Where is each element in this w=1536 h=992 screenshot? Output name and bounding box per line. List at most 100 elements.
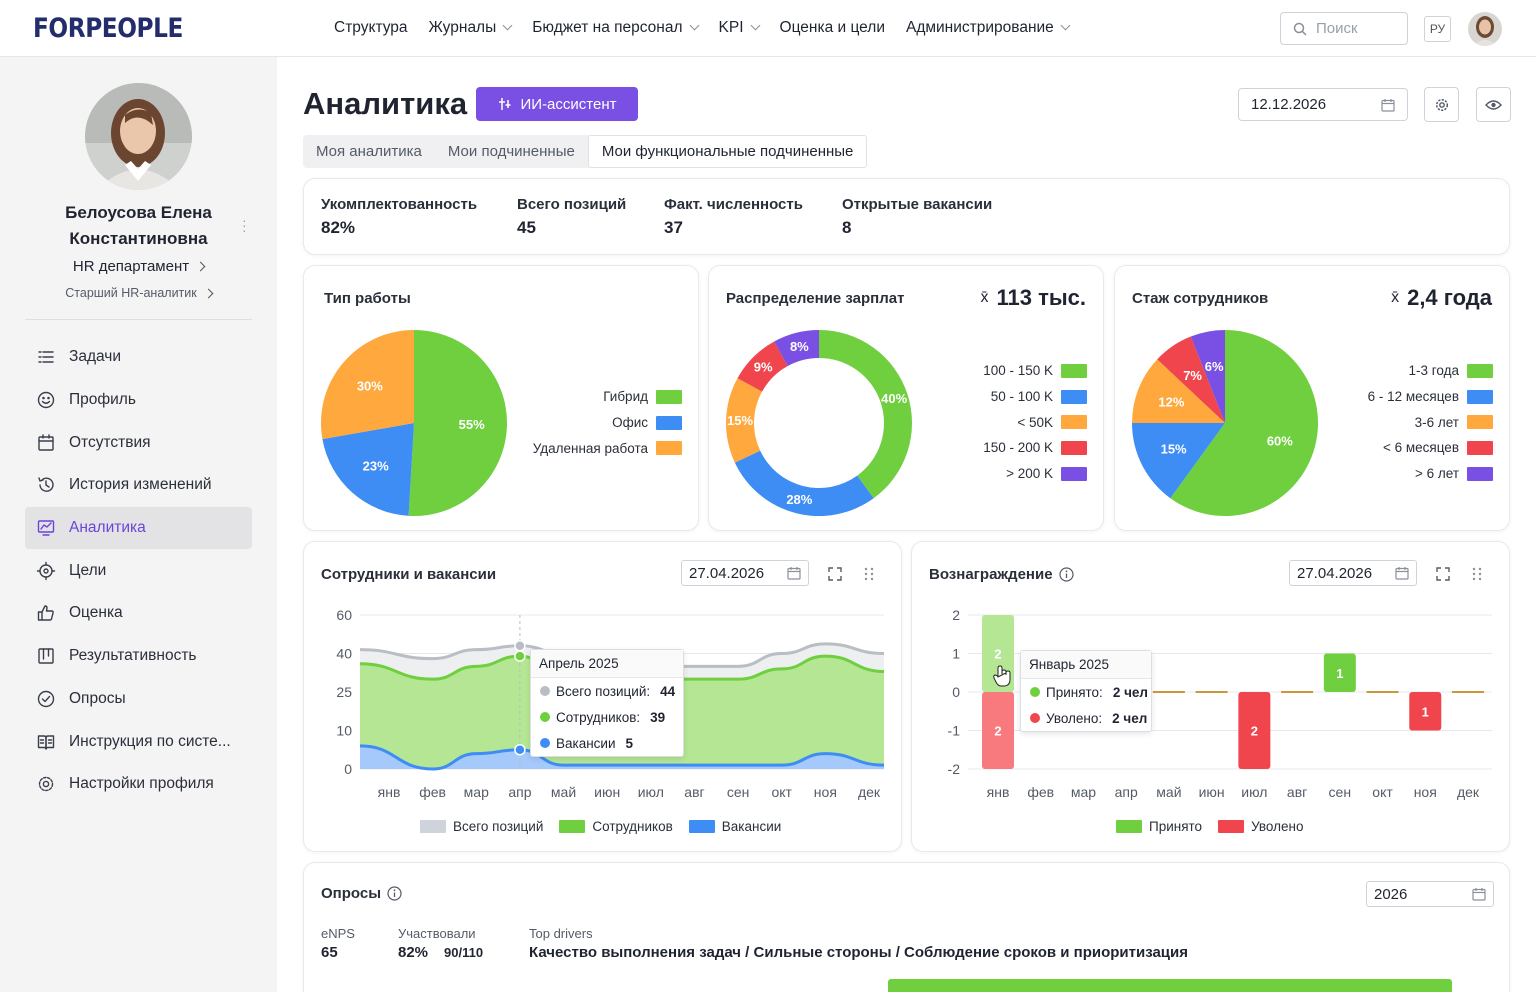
pie-slice[interactable] (1157, 336, 1225, 423)
nav-item[interactable]: Администрирование (906, 19, 1071, 37)
legend-swatch (1061, 415, 1087, 430)
legend-item[interactable]: Принято (1116, 819, 1202, 834)
pie-slice[interactable] (726, 378, 763, 463)
pie-slice[interactable] (734, 450, 874, 516)
chevron-down-icon (689, 20, 699, 31)
user-avatar[interactable] (1468, 12, 1502, 46)
legend-item[interactable]: < 50K (983, 409, 1087, 435)
tooltip-row: Уволено: 2 чел (1021, 705, 1151, 731)
chart-date-picker[interactable]: 27.04.2026 (681, 560, 809, 586)
rewards-bar-chart: 2 1 0 -1 -2 2 2 янв фев мар апр май июн 2 июл авг 1 сен ок… (948, 607, 1492, 800)
legend-item[interactable]: Уволено (1218, 819, 1303, 834)
legend-item[interactable]: 3-6 лет (1368, 409, 1493, 435)
legend-item[interactable]: 100 - 150 K (983, 358, 1087, 384)
sidebar-item[interactable]: Инструкция по систе... (25, 720, 252, 763)
chart-legend: Гибрид Офис Удаленная работа (533, 384, 682, 461)
sidebar-item-label: Задачи (69, 348, 122, 366)
nav-item[interactable]: Структура (334, 19, 408, 36)
legend-item[interactable]: < 6 месяцев (1368, 435, 1493, 461)
sidebar-item[interactable]: Настройки профиля (25, 763, 252, 806)
info-icon[interactable] (1058, 567, 1074, 582)
tab[interactable]: Мои функциональные подчиненные (587, 135, 868, 168)
x-tick-label: май (1156, 784, 1181, 800)
role-link[interactable]: Старший HR-аналитик (0, 286, 277, 300)
book-icon (36, 732, 56, 752)
visibility-button[interactable] (1476, 87, 1511, 122)
chevron-down-icon (502, 20, 513, 31)
legend-item[interactable]: > 200 K (983, 461, 1087, 487)
chart-date-picker[interactable]: 27.04.2026 (1289, 560, 1417, 586)
pie-slice[interactable] (322, 423, 414, 516)
nav-item[interactable]: KPI (719, 19, 760, 37)
legend-swatch (1467, 415, 1493, 430)
sidebar-item[interactable]: Цели (25, 549, 252, 592)
sidebar-item-label: Результативность (69, 647, 197, 665)
legend-item[interactable]: Удаленная работа (533, 435, 682, 461)
profile-menu-icon[interactable]: · · · (242, 212, 247, 238)
sidebar-item[interactable]: История изменений (25, 464, 252, 507)
pie-slice[interactable] (321, 330, 414, 440)
expand-icon[interactable] (827, 566, 843, 582)
sidebar-item[interactable]: Оценка (25, 592, 252, 635)
legend-item[interactable]: Вакансии (688, 819, 781, 834)
y-tick-label: -1 (948, 723, 961, 739)
legend-item[interactable]: > 6 лет (1368, 461, 1493, 487)
legend-item[interactable]: Сотрудников (559, 819, 673, 834)
legend-item[interactable]: 1-3 года (1368, 358, 1493, 384)
language-switch[interactable]: РУ (1424, 16, 1451, 42)
pie-slice[interactable] (819, 330, 912, 499)
pie-slice[interactable] (1170, 330, 1318, 516)
legend-item[interactable]: Гибрид (533, 384, 682, 410)
nav-item[interactable]: Бюджет на персонал (532, 19, 699, 37)
pie-slice[interactable] (774, 330, 819, 367)
bar-dismissed[interactable] (982, 692, 1014, 769)
x-tick-label: янв (378, 784, 401, 800)
sidebar-item[interactable]: Аналитика (25, 506, 252, 550)
year-picker[interactable]: 2026 (1366, 881, 1494, 907)
bar-accepted[interactable] (1323, 653, 1356, 693)
expand-icon[interactable] (1435, 566, 1451, 582)
nav-item[interactable]: Журналы (429, 19, 513, 37)
sidebar-item[interactable]: Задачи (25, 336, 252, 379)
slice-label: 40% (881, 391, 907, 406)
pie-slice[interactable] (1132, 359, 1225, 423)
legend-item[interactable]: Всего позиций (420, 819, 543, 834)
date-picker[interactable]: 12.12.2026 (1238, 88, 1408, 121)
series-line[interactable] (359, 744, 885, 771)
department-link[interactable]: HR департамент (0, 258, 277, 275)
stat-item: Укомплектованность 82% (321, 196, 477, 238)
tab[interactable]: Моя аналитика (316, 143, 422, 160)
settings-button[interactable] (1424, 87, 1459, 122)
app-logo[interactable]: FORPEOPLE (33, 13, 183, 44)
legend-item[interactable]: 150 - 200 K (983, 435, 1087, 461)
drag-handle-icon[interactable] (1469, 566, 1485, 582)
sidebar-item[interactable]: Профиль (25, 379, 252, 422)
legend-swatch (559, 820, 586, 833)
drag-handle-icon[interactable] (861, 566, 877, 582)
sidebar-item[interactable]: Результативность (25, 635, 252, 678)
tab[interactable]: Мои подчиненные (447, 143, 575, 160)
bar-dismissed[interactable] (1238, 692, 1271, 769)
info-icon[interactable] (387, 886, 402, 901)
bar-dismissed[interactable] (1409, 692, 1442, 731)
sidebar-item-label: Настройки профиля (69, 775, 214, 793)
pie-slice[interactable] (408, 330, 508, 516)
x-tick-label: июл (1241, 784, 1267, 800)
legend-item[interactable]: 6 - 12 месяцев (1368, 384, 1493, 410)
ai-assistant-button[interactable]: ИИ-ассистент (476, 87, 638, 121)
legend-item[interactable]: 50 - 100 K (983, 384, 1087, 410)
pie-slice[interactable] (1132, 423, 1225, 499)
search-input[interactable]: Поиск (1280, 12, 1408, 45)
smile-icon (36, 390, 56, 410)
sidebar-item[interactable]: Отсутствия (25, 421, 252, 464)
chart-legend: Всего позиций Сотрудников Вакансии (420, 819, 781, 834)
y-tick-label: 10 (336, 723, 352, 739)
legend-swatch (1061, 440, 1087, 455)
legend-item[interactable]: Офис (533, 410, 682, 436)
nav-item[interactable]: Оценка и цели (779, 19, 885, 36)
x-tick-label: сен (727, 784, 750, 800)
pie-slice[interactable] (737, 341, 788, 392)
sidebar-item[interactable]: Опросы (25, 678, 252, 721)
pie-slice[interactable] (1190, 330, 1225, 423)
work-type-card: Тип работы 55% 23% 30% Гибрид Офис Удаленная… (303, 265, 699, 531)
